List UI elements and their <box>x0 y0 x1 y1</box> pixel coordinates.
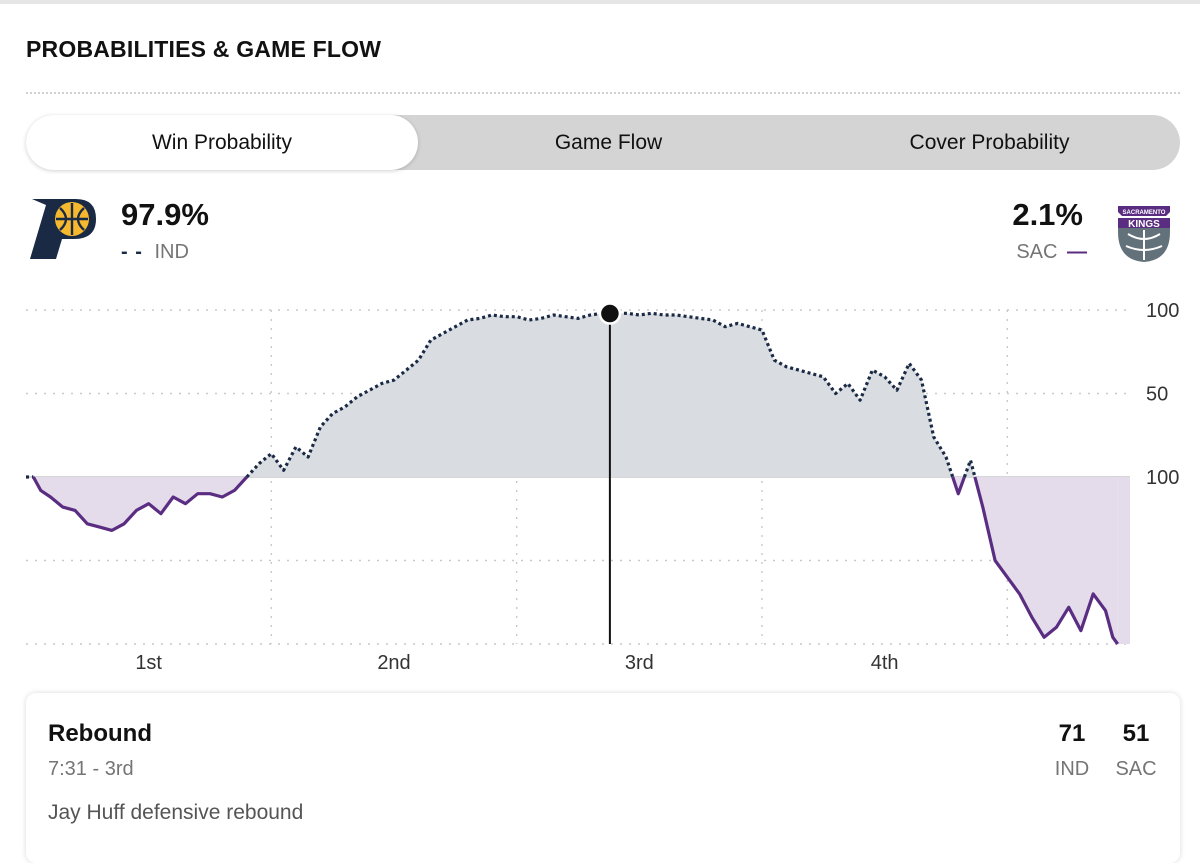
x-tick-label: 3rd <box>625 652 654 674</box>
sac-series-line <box>31 475 248 532</box>
chart-tab-bar: Win Probability Game Flow Cover Probabil… <box>26 115 1180 170</box>
x-tick-label: 2nd <box>377 652 410 674</box>
pacers-logo <box>26 195 98 263</box>
x-tick-label: 4th <box>871 652 899 674</box>
top-edge-divider <box>0 0 1200 4</box>
y-tick-label: 50 <box>1146 384 1168 406</box>
away-score-abbr: SAC <box>1115 758 1157 780</box>
sac-area <box>33 477 247 531</box>
sac-series-line <box>951 476 966 496</box>
sac-series-line <box>973 476 1119 645</box>
section-divider <box>26 92 1180 94</box>
tab-win-probability[interactable]: Win Probability <box>26 115 418 170</box>
home-score-abbr: IND <box>1054 758 1090 780</box>
play-type: Rebound <box>48 720 152 747</box>
tab-cover-probability[interactable]: Cover Probability <box>909 131 1070 154</box>
play-card[interactable]: Rebound 7:31 - 3rd Jay Huff defensive re… <box>26 693 1180 863</box>
ind-area <box>246 313 953 477</box>
play-description: Jay Huff defensive rebound <box>48 801 304 824</box>
chart-marker <box>598 302 622 644</box>
chart-ticks: 100 50 100 1st 2nd 3rd 4th <box>135 300 1179 674</box>
home-legend: - - IND <box>121 241 189 264</box>
sac-area <box>1117 477 1130 644</box>
home-line-marker: - - <box>121 241 143 263</box>
kings-logo: SACRAMENTO KINGS <box>1114 198 1174 264</box>
chart-areas <box>33 313 1130 644</box>
tab-game-flow[interactable]: Game Flow <box>554 131 663 154</box>
y-tick-label: 100 <box>1146 300 1179 322</box>
home-abbr: IND <box>154 241 189 263</box>
y-tick-label: 100 <box>1146 467 1179 489</box>
current-play-dot <box>598 302 622 325</box>
x-tick-label: 1st <box>135 652 162 674</box>
play-time: 7:31 - 3rd <box>48 758 134 780</box>
win-probability-chart: 100 50 100 1st 2nd 3rd 4th <box>26 300 1179 674</box>
section-title: PROBABILITIES & GAME FLOW <box>26 36 382 62</box>
away-legend: SAC — <box>1016 241 1087 264</box>
home-win-pct: 97.9% <box>121 197 209 232</box>
away-line-marker: — <box>1067 241 1087 263</box>
away-score: 51 <box>1122 720 1150 747</box>
kings-logo-top-text: SACRAMENTO <box>1123 210 1166 216</box>
sac-area <box>974 477 1118 644</box>
away-win-pct: 2.1% <box>1012 197 1083 232</box>
home-score: 71 <box>1058 720 1086 747</box>
away-abbr: SAC <box>1016 241 1058 263</box>
kings-logo-main-text: KINGS <box>1128 219 1160 230</box>
